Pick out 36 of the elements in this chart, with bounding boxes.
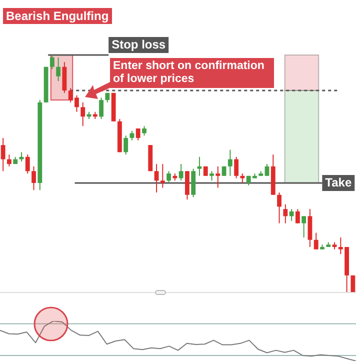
candlestick bbox=[234, 156, 239, 179]
candlestick bbox=[264, 164, 270, 176]
candlestick bbox=[289, 208, 294, 222]
candlestick bbox=[154, 164, 159, 193]
candlestick bbox=[308, 208, 312, 248]
candlestick bbox=[184, 170, 190, 200]
candlestick bbox=[32, 166, 36, 191]
candlestick bbox=[197, 156, 202, 176]
candlestick bbox=[210, 170, 214, 182]
chart-title: Bearish Engulfing bbox=[3, 8, 112, 24]
candlestick bbox=[283, 204, 288, 224]
candlestick bbox=[142, 126, 146, 136]
candlestick bbox=[314, 232, 318, 250]
candlestick bbox=[50, 54, 54, 70]
candlestick bbox=[25, 154, 30, 174]
candlestick bbox=[124, 135, 128, 156]
candlestick bbox=[99, 97, 104, 120]
candlestick bbox=[295, 208, 300, 224]
ref-line-label: Stop loss bbox=[112, 37, 166, 52]
candlestick bbox=[191, 168, 196, 198]
candlestick bbox=[130, 130, 134, 141]
candlestick bbox=[178, 164, 184, 182]
candlestick bbox=[56, 56, 61, 82]
candlestick bbox=[62, 62, 67, 94]
candlestick bbox=[166, 170, 172, 184]
candlestick bbox=[302, 216, 306, 238]
candlestick bbox=[228, 149, 232, 176]
candlestick bbox=[80, 102, 86, 127]
candlestick bbox=[19, 152, 24, 162]
annotation: Enter short on confirmation of lower prices bbox=[110, 58, 274, 88]
candlestick bbox=[277, 192, 282, 224]
candlestick bbox=[6, 154, 12, 167]
candlestick bbox=[0, 137, 6, 172]
candlestick bbox=[160, 164, 165, 188]
candlestick bbox=[216, 166, 220, 188]
ref-line-label: Take bbox=[325, 175, 352, 190]
